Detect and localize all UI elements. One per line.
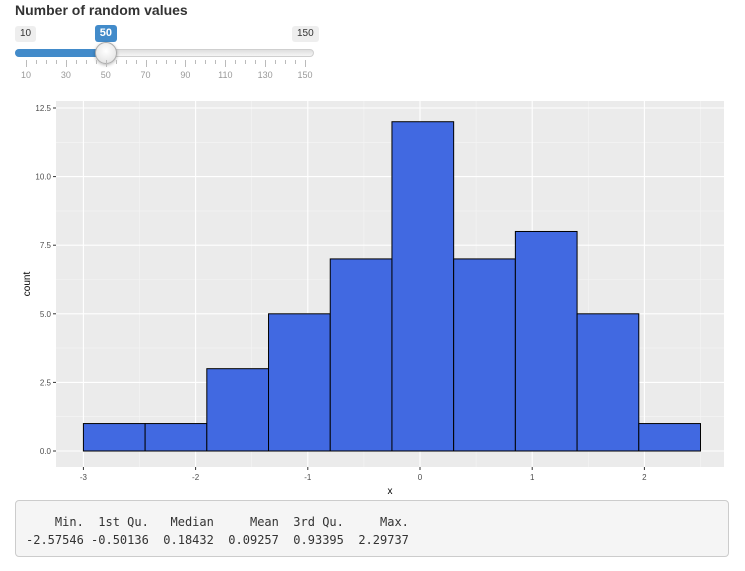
slider-min-label: 10 bbox=[15, 26, 37, 42]
slider-tick-label: 130 bbox=[257, 70, 273, 80]
y-tick-label: 2.5 bbox=[40, 378, 52, 387]
slider-minor-tick bbox=[265, 60, 267, 67]
slider-tick-label: 50 bbox=[100, 70, 111, 80]
histogram-bar bbox=[391, 121, 455, 452]
slider-tick-label: 70 bbox=[140, 70, 151, 80]
slider-minor-tick bbox=[275, 60, 277, 64]
slider-minor-tick bbox=[135, 60, 137, 64]
x-tick-label: -1 bbox=[304, 473, 312, 482]
slider-fill bbox=[15, 49, 106, 57]
slider-label: Number of random values bbox=[15, 2, 188, 18]
x-tick-label: 2 bbox=[642, 473, 647, 482]
slider-max-label: 150 bbox=[292, 26, 319, 42]
x-tick-label: 1 bbox=[530, 473, 535, 482]
histogram-bar bbox=[206, 368, 270, 452]
slider-minor-tick bbox=[115, 60, 117, 64]
slider-minor-tick bbox=[155, 60, 157, 64]
histogram-bar bbox=[144, 423, 208, 452]
slider-minor-tick bbox=[195, 60, 197, 64]
slider-minor-tick bbox=[205, 60, 207, 64]
x-axis-title: x bbox=[388, 486, 393, 497]
slider-minor-tick bbox=[215, 60, 217, 64]
slider-minor-tick bbox=[35, 60, 37, 64]
histogram-bar bbox=[82, 423, 146, 452]
histogram-plot: 0.0 2.5 5.0 7.5 10.0 12.5 -3 -2 -1 0 1 2 x count bbox=[0, 95, 745, 505]
summary-values-line: -2.57546 -0.50136 0.18432 0.09257 0.9339… bbox=[26, 533, 417, 547]
slider-minor-tick bbox=[175, 60, 177, 64]
x-tick-label: 0 bbox=[418, 473, 423, 482]
slider-minor-tick bbox=[85, 60, 87, 64]
slider-minor-tick bbox=[295, 60, 297, 64]
x-tick-label: -3 bbox=[80, 473, 88, 482]
summary-output: Min. 1st Qu. Median Mean 3rd Qu. Max. -2… bbox=[15, 500, 729, 557]
y-tick-label: 12.5 bbox=[35, 104, 51, 113]
slider-tick-label: 30 bbox=[60, 70, 71, 80]
y-tick-label: 10.0 bbox=[35, 173, 51, 182]
slider-tick-label: 10 bbox=[20, 70, 32, 80]
y-tick-label: 0.0 bbox=[40, 447, 52, 456]
slider-minor-tick bbox=[75, 60, 77, 64]
histogram-bar bbox=[576, 313, 640, 452]
slider-minor-tick bbox=[26, 60, 27, 67]
slider-minor-tick bbox=[65, 60, 67, 67]
slider-minor-tick bbox=[105, 60, 107, 67]
y-tick-label: 5.0 bbox=[40, 310, 52, 319]
slider-minor-tick bbox=[225, 60, 227, 67]
slider-tick-label: 90 bbox=[180, 70, 191, 80]
y-axis-title: count bbox=[22, 272, 33, 297]
slider-minor-tick bbox=[255, 60, 257, 64]
slider-minor-tick bbox=[165, 60, 167, 64]
slider-minor-tick bbox=[185, 60, 187, 67]
slider-minor-tick bbox=[285, 60, 287, 64]
x-tick-label: -2 bbox=[192, 473, 200, 482]
slider-tick-label: 110 bbox=[218, 70, 233, 80]
slider-minor-tick bbox=[45, 60, 47, 64]
histogram-bar bbox=[453, 258, 516, 452]
y-tick-label: 7.5 bbox=[40, 241, 52, 250]
slider-minor-tick bbox=[55, 60, 57, 64]
histogram-bar bbox=[638, 423, 701, 452]
slider-minor-tick bbox=[245, 60, 247, 64]
slider-minor-tick bbox=[145, 60, 147, 67]
histogram-bar bbox=[329, 258, 393, 452]
slider-minor-tick bbox=[125, 60, 127, 64]
slider-minor-tick bbox=[235, 60, 237, 64]
slider-value-label: 50 bbox=[94, 25, 117, 42]
histogram-bar bbox=[514, 230, 578, 452]
slider-minor-tick bbox=[305, 60, 306, 67]
slider-minor-tick bbox=[95, 60, 97, 64]
histogram-bar bbox=[268, 313, 331, 452]
summary-header-line: Min. 1st Qu. Median Mean 3rd Qu. Max. bbox=[26, 515, 417, 529]
slider-tick-label: 150 bbox=[297, 70, 313, 80]
